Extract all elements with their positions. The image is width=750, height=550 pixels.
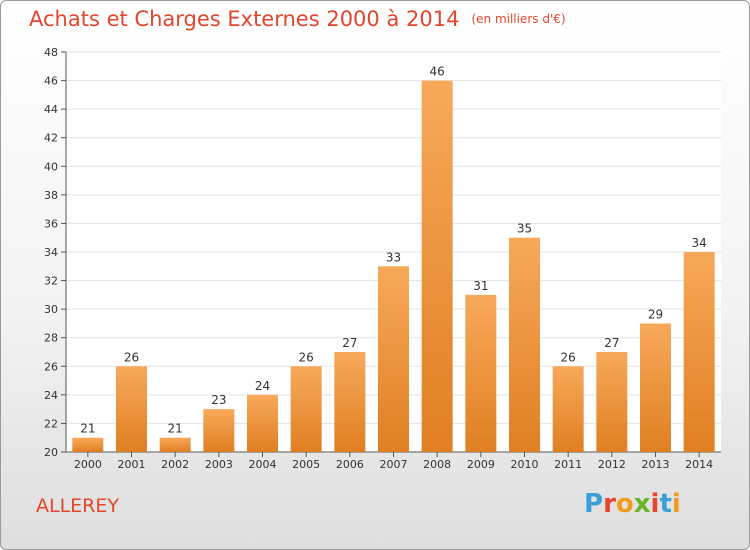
bar-2011 xyxy=(552,366,584,452)
bar-value-label: 26 xyxy=(299,350,314,364)
bar-value-label: 31 xyxy=(473,279,488,293)
x-tick-label: 2004 xyxy=(249,458,277,471)
bar-2004 xyxy=(247,394,278,452)
y-tick-label: 22 xyxy=(44,417,58,430)
x-tick-label: 2011 xyxy=(554,458,582,471)
proxiti-logo: Proxiti xyxy=(584,489,681,519)
y-tick-label: 28 xyxy=(44,332,58,345)
chart-title: Achats et Charges Externes 2000 à 2014 (e… xyxy=(29,7,566,31)
x-tick-label: 2003 xyxy=(205,458,233,471)
bar-value-label: 24 xyxy=(255,379,270,393)
bar-2001 xyxy=(116,366,147,452)
commune-name: ALLEREY xyxy=(36,495,119,517)
bar-2013 xyxy=(640,323,671,452)
logo-letter: i xyxy=(671,489,681,519)
bar-2009 xyxy=(465,294,497,452)
x-tick-label: 2007 xyxy=(380,458,408,471)
bar-2006 xyxy=(334,352,366,452)
y-tick-label: 24 xyxy=(44,389,58,402)
x-tick-label: 2008 xyxy=(423,458,451,471)
bar-2000 xyxy=(72,437,104,452)
x-tick-label: 2009 xyxy=(467,458,495,471)
bar-value-label: 27 xyxy=(604,336,619,350)
x-tick-label: 2014 xyxy=(685,458,713,471)
logo-letter: t xyxy=(659,489,672,519)
logo-letter: x xyxy=(633,489,651,519)
x-tick-label: 2006 xyxy=(336,458,364,471)
bar-value-label: 26 xyxy=(124,350,139,364)
x-tick-label: 2010 xyxy=(511,458,539,471)
logo-letter: i xyxy=(650,489,660,519)
x-tick-label: 2000 xyxy=(74,458,102,471)
bar-value-label: 33 xyxy=(386,250,401,264)
bar-2010 xyxy=(509,237,540,452)
y-tick-label: 48 xyxy=(44,46,58,59)
y-tick-label: 34 xyxy=(44,246,58,259)
bar-2012 xyxy=(596,352,628,452)
bar-2014 xyxy=(683,252,715,452)
bar-value-label: 27 xyxy=(342,336,357,350)
logo-letter: o xyxy=(615,489,634,519)
x-tick-label: 2012 xyxy=(598,458,626,471)
bar-value-label: 21 xyxy=(168,422,183,436)
bar-2008 xyxy=(421,80,453,453)
bar-value-label: 26 xyxy=(561,350,576,364)
y-tick-label: 40 xyxy=(44,160,58,173)
x-tick-label: 2013 xyxy=(642,458,670,471)
x-tick-label: 2001 xyxy=(118,458,146,471)
bar-value-label: 34 xyxy=(692,236,707,250)
bar-value-label: 23 xyxy=(211,393,226,407)
y-tick-label: 32 xyxy=(44,275,58,288)
bar-2002 xyxy=(159,437,191,452)
bar-value-label: 21 xyxy=(80,422,95,436)
y-tick-label: 30 xyxy=(44,303,58,316)
bar-2005 xyxy=(290,366,322,452)
y-tick-label: 26 xyxy=(44,360,58,373)
title-text: Achats et Charges Externes 2000 à 2014 xyxy=(29,7,460,31)
logo-letter: P xyxy=(584,489,604,519)
y-tick-label: 20 xyxy=(44,446,58,459)
bar-2007 xyxy=(378,266,409,452)
bar-2003 xyxy=(203,409,235,452)
x-tick-label: 2005 xyxy=(292,458,320,471)
bar-value-label: 29 xyxy=(648,307,663,321)
bar-value-label: 35 xyxy=(517,222,532,236)
y-tick-label: 42 xyxy=(44,132,58,145)
bar-value-label: 46 xyxy=(430,65,445,79)
y-tick-label: 46 xyxy=(44,75,58,88)
y-tick-label: 38 xyxy=(44,189,58,202)
y-tick-label: 36 xyxy=(44,217,58,230)
y-tick-label: 44 xyxy=(44,103,58,116)
logo-letter: r xyxy=(603,489,616,519)
x-tick-label: 2002 xyxy=(161,458,189,471)
chart-subtitle: (en milliers d'€) xyxy=(471,12,566,26)
